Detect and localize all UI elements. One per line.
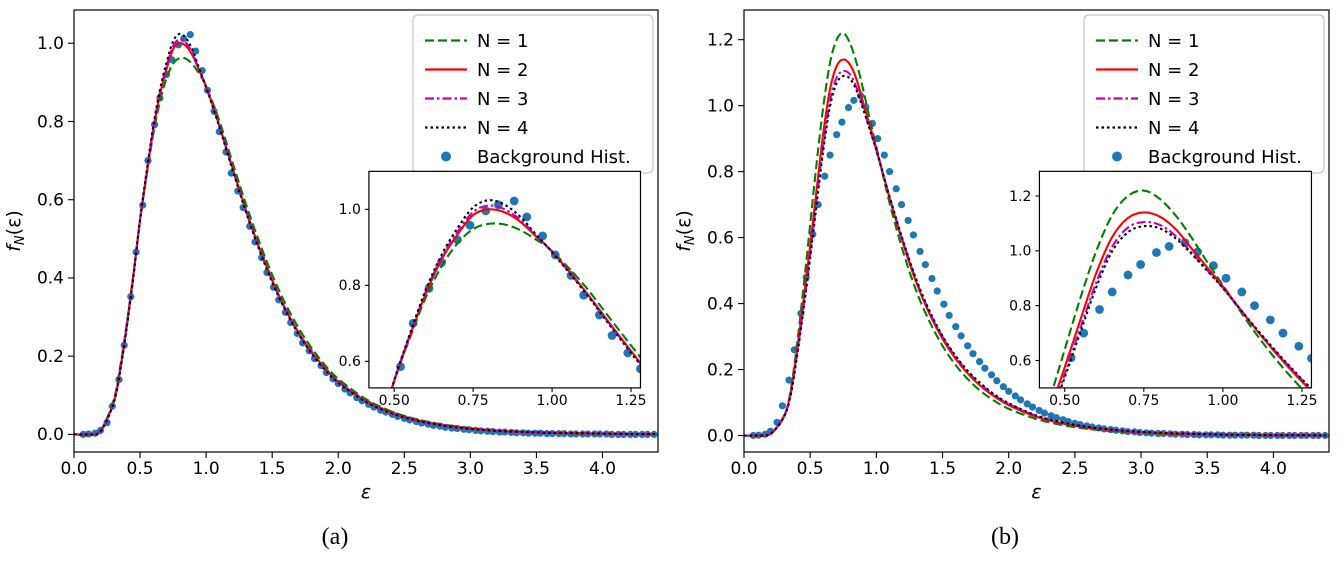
x-axis-label: ε	[1031, 481, 1041, 503]
svg-text:0.0: 0.0	[60, 459, 87, 479]
svg-text:0.0: 0.0	[37, 425, 64, 445]
svg-text:0.6: 0.6	[706, 228, 733, 248]
svg-text:4.0: 4.0	[1259, 459, 1286, 479]
svg-text:3.5: 3.5	[523, 459, 550, 479]
svg-text:0.8: 0.8	[339, 278, 361, 294]
legend-label: Background Hist.	[477, 147, 631, 168]
legend-label: N = 4	[1148, 118, 1199, 139]
svg-text:1.25: 1.25	[1286, 393, 1317, 409]
svg-text:3.5: 3.5	[1193, 459, 1220, 479]
svg-text:2.5: 2.5	[1061, 459, 1088, 479]
series-line	[743, 74, 1326, 437]
svg-text:0.2: 0.2	[37, 347, 64, 367]
chart-canvas-b: 0.0 0.5 1.0 1.5 2.0 2.5 3.0 3.5 4.00.00.20.40.60…	[673, 9, 1330, 503]
caption-a: (a)	[321, 524, 349, 550]
svg-text:0.2: 0.2	[706, 360, 733, 380]
y-axis-label: fN(ε)	[673, 210, 698, 252]
svg-text:1.25: 1.25	[615, 393, 646, 409]
svg-text:0.6: 0.6	[37, 190, 64, 210]
svg-text:3.0: 3.0	[1127, 459, 1154, 479]
svg-text:2.0: 2.0	[325, 459, 352, 479]
series-line	[743, 31, 1326, 437]
svg-text:0.4: 0.4	[37, 269, 64, 289]
svg-text:1.0: 1.0	[37, 34, 64, 54]
panel-a: 0.0 0.5 1.0 1.5 2.0 2.5 3.0 3.5 4.0 0.0 0.2 0.4 0.6 0…	[0, 2, 670, 551]
legend-label: N = 4	[477, 118, 528, 139]
svg-text:0.5: 0.5	[127, 459, 154, 479]
svg-text:1.0: 1.0	[706, 96, 733, 116]
legend-label: N = 1	[477, 31, 528, 52]
svg-text:0.8: 0.8	[37, 112, 64, 132]
main-axes: 0.0 0.5 1.0 1.5 2.0 2.5 3.0 3.5 4.00.00.20.40.60…	[3, 9, 659, 503]
series-line	[390, 222, 641, 388]
caption-b: (b)	[991, 524, 1019, 550]
legend-label: N = 3	[477, 89, 528, 110]
legend-label: N = 1	[1148, 31, 1199, 52]
y-axis-label: fN(ε)	[3, 210, 28, 252]
background-hist-dots	[1066, 238, 1311, 363]
svg-text:4.0: 4.0	[589, 459, 616, 479]
svg-text:1.0: 1.0	[1009, 244, 1031, 260]
series-line	[1059, 224, 1311, 388]
figure: 0.0 0.5 1.0 1.5 2.0 2.5 3.0 3.5 4.0 0.0 0.2 0.4 0.6 0…	[0, 2, 1340, 551]
svg-text:0.5: 0.5	[796, 459, 823, 479]
svg-text:1.0: 1.0	[339, 202, 361, 218]
series-line	[1056, 211, 1310, 388]
svg-text:0.50: 0.50	[379, 393, 410, 409]
svg-text:1.0: 1.0	[862, 459, 889, 479]
svg-text:3.0: 3.0	[457, 459, 484, 479]
legend-label: N = 2	[477, 60, 528, 81]
svg-text:1.5: 1.5	[259, 459, 286, 479]
svg-text:2.5: 2.5	[391, 459, 418, 479]
svg-text:0.4: 0.4	[706, 294, 733, 314]
svg-text:1.2: 1.2	[706, 30, 733, 50]
svg-text:1.2: 1.2	[1009, 189, 1031, 205]
inset-axes: 0.50 0.75 1.00 1.25 0.6 0.8 1.0	[339, 170, 647, 409]
main-axes: 0.0 0.5 1.0 1.5 2.0 2.5 3.0 3.5 4.00.00.20.40.60…	[673, 9, 1330, 503]
series-line	[74, 32, 656, 436]
legend-label: N = 2	[1148, 60, 1199, 81]
svg-text:0.0: 0.0	[730, 459, 757, 479]
panel-b: 0.0 0.5 1.0 1.5 2.0 2.5 3.0 3.5 4.0 0.0 0.2 0.4 0.6 0…	[670, 2, 1340, 551]
chart-canvas-a: 0.0 0.5 1.0 1.5 2.0 2.5 3.0 3.5 4.00.00.20.40.60…	[3, 9, 659, 503]
svg-text:1.5: 1.5	[929, 459, 956, 479]
legend: N = 1 N = 2 N = 3 N = 4 Background Hist.	[1082, 14, 1325, 174]
svg-text:0.8: 0.8	[706, 162, 733, 182]
svg-text:2.0: 2.0	[995, 459, 1022, 479]
svg-text:0.75: 0.75	[1128, 393, 1159, 409]
svg-text:1.0: 1.0	[193, 459, 220, 479]
svg-text:0.6: 0.6	[339, 354, 361, 370]
series-line	[1058, 220, 1311, 388]
x-axis-label: ε	[361, 481, 371, 503]
svg-text:0.8: 0.8	[1009, 298, 1031, 314]
svg-text:0.0: 0.0	[706, 426, 733, 446]
svg-text:0.6: 0.6	[1009, 353, 1031, 369]
svg-text:0.50: 0.50	[1049, 393, 1080, 409]
legend-label: N = 3	[1148, 89, 1199, 110]
svg-text:1.00: 1.00	[536, 393, 567, 409]
svg-text:1.00: 1.00	[1207, 393, 1238, 409]
svg-text:0.75: 0.75	[458, 393, 489, 409]
legend-label: Background Hist.	[1148, 147, 1302, 168]
legend: N = 1 N = 2 N = 3 N = 4 Background Hist.	[412, 14, 654, 174]
inset-axes: 0.50 0.75 1.00 1.25 0.6 0.8 1.0 1.2	[1009, 170, 1317, 409]
